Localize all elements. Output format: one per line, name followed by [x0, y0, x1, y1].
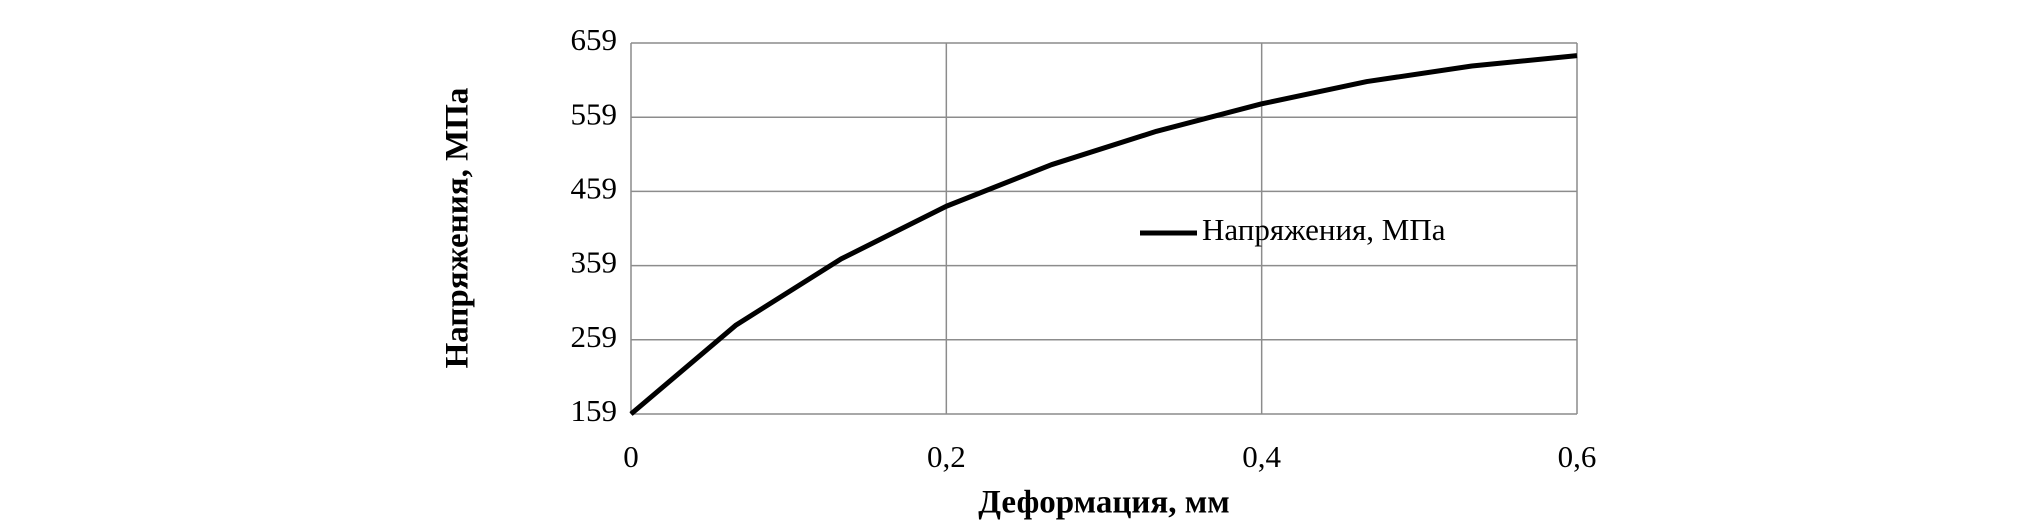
y-tick-label: 259 [571, 319, 618, 354]
x-tick-label: 0,4 [1242, 439, 1281, 474]
y-tick-label: 559 [571, 96, 618, 131]
y-tick-label: 359 [571, 245, 618, 280]
y-tick-label: 159 [571, 393, 618, 428]
line [629, 53, 1578, 416]
x-tick-label: 0,2 [927, 439, 966, 474]
y-tick-label: 459 [571, 171, 618, 206]
y-axis-title: Напряжения, МПа [440, 88, 476, 369]
x-axis-title: Деформация, мм [978, 485, 1229, 521]
y-tick-label: 659 [571, 22, 618, 57]
x-tick-label: 0,6 [1558, 439, 1597, 474]
legend-label: Напряжения, МПа [1202, 212, 1446, 247]
x-tick-label: 0 [623, 439, 639, 474]
